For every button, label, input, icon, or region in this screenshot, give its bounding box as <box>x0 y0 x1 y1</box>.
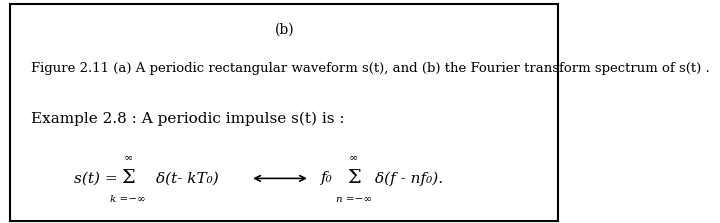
Text: δ(t- kT₀): δ(t- kT₀) <box>156 171 219 185</box>
Text: n =−∞: n =−∞ <box>336 195 372 204</box>
Text: k =−∞: k =−∞ <box>110 195 145 204</box>
Text: Σ: Σ <box>347 169 361 187</box>
Text: Figure 2.11 (a) A periodic rectangular waveform s(t), and (b) the Fourier transf: Figure 2.11 (a) A periodic rectangular w… <box>31 62 710 75</box>
Text: (b): (b) <box>274 22 294 36</box>
Text: Σ: Σ <box>121 169 135 187</box>
Text: f₀: f₀ <box>321 171 333 185</box>
Text: δ(f - nf₀).: δ(f - nf₀). <box>375 171 444 186</box>
Text: Example 2.8 : A periodic impulse s(t) is :: Example 2.8 : A periodic impulse s(t) is… <box>31 112 345 126</box>
Text: ∞: ∞ <box>123 152 132 162</box>
Text: ∞: ∞ <box>349 152 359 162</box>
Text: s(t) =: s(t) = <box>74 171 117 185</box>
